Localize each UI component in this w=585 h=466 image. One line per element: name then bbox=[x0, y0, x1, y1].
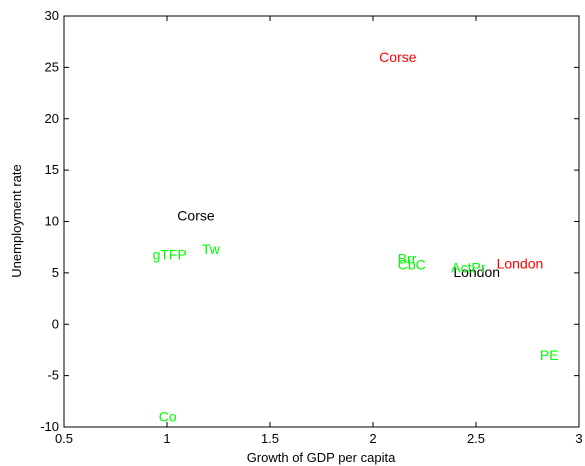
plot-area bbox=[64, 16, 579, 427]
y-tick-label: 30 bbox=[45, 8, 59, 23]
point-label-corse: Corse bbox=[177, 207, 215, 223]
y-tick-label: 25 bbox=[45, 59, 59, 74]
x-tick-label: 3 bbox=[575, 431, 582, 446]
point-label-pe: PE bbox=[540, 347, 559, 363]
x-tick-label: 2.5 bbox=[467, 431, 485, 446]
point-label-brr: Brr bbox=[398, 250, 417, 266]
x-tick-label: 2 bbox=[369, 431, 376, 446]
y-tick-label: 15 bbox=[45, 162, 59, 177]
y-axis-label: Unemployment rate bbox=[9, 164, 24, 277]
y-tick-label: 10 bbox=[45, 214, 59, 229]
x-tick-label: 0.5 bbox=[55, 431, 73, 446]
y-tick-label: -5 bbox=[47, 368, 59, 383]
point-label-london: London bbox=[453, 264, 500, 280]
y-tick-label: 5 bbox=[52, 265, 59, 280]
point-label-gtfp: gTFP bbox=[153, 246, 187, 262]
y-tick-label: 0 bbox=[52, 316, 59, 331]
point-label-corse: Corse bbox=[379, 49, 417, 65]
point-label-cbc: CbC bbox=[398, 257, 426, 273]
x-axis-label: Growth of GDP per capita bbox=[247, 450, 396, 465]
x-tick-label: 1.5 bbox=[261, 431, 279, 446]
y-tick-label: -10 bbox=[40, 419, 59, 434]
plot-frame bbox=[63, 15, 580, 428]
tick-labels: 0.5 1 1.5 2 2.5 3 -10 -5 0 5 10 15 20 25 30 bbox=[40, 8, 582, 446]
x-tick-label: 1 bbox=[163, 431, 170, 446]
point-label-tw: Tw bbox=[202, 241, 221, 257]
point-label-london: London bbox=[497, 256, 544, 272]
point-label-actpr: ActPr bbox=[451, 260, 486, 276]
point-label-co: Co bbox=[159, 409, 177, 425]
y-tick-label: 20 bbox=[45, 111, 59, 126]
